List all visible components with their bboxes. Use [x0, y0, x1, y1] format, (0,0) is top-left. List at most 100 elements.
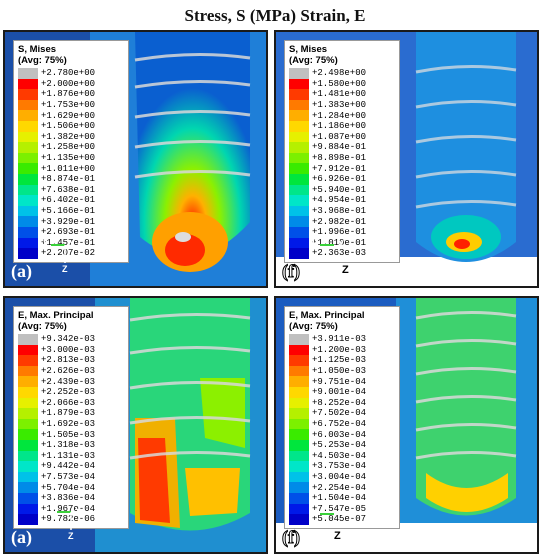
legend-swatch — [289, 68, 309, 79]
legend-swatch — [18, 173, 38, 185]
legend-swatch — [289, 355, 309, 366]
legend-swatch — [289, 163, 309, 174]
legend-swatch — [289, 216, 309, 227]
legend-row: +1.876e+00 — [18, 89, 124, 100]
legend-swatch — [289, 99, 309, 111]
legend-value: +6.926e-01 — [312, 174, 367, 185]
legend-row: +6.752e-04 — [289, 418, 395, 430]
legend-swatch — [289, 450, 309, 462]
axis-y-label: Y — [49, 506, 56, 516]
legend-value: +3.004e-04 — [312, 472, 367, 483]
legend-swatch — [18, 450, 38, 462]
legend-row: +1.879e-03 — [18, 408, 124, 419]
legend-row: +9.001e-04 — [289, 386, 395, 398]
legend-row: +5.704e-04 — [18, 482, 124, 493]
legend-row: +1.010e-01 — [289, 237, 395, 249]
panel-strain-f: E, Max. Principal (Avg: 75%) +3.911e-03 +… — [274, 296, 539, 554]
legend-title: E, Max. Principal — [18, 310, 94, 321]
legend-swatch — [289, 429, 309, 440]
axis-y-label: Y — [312, 508, 319, 518]
panel-stress-f: S, Mises (Avg: 75%) +2.498e+00 +1.580e+00… — [274, 30, 539, 288]
legend-title: E, Max. Principal — [289, 310, 365, 321]
legend-row: +1.135e+00 — [18, 152, 124, 164]
legend-swatch — [18, 408, 38, 419]
legend-swatch — [18, 334, 38, 345]
legend-swatch — [289, 344, 309, 356]
legend-row: +8.252e-04 — [289, 397, 395, 409]
legend-value: +9.782e-06 — [41, 514, 96, 525]
axis-x-label: X — [338, 239, 345, 249]
legend-row: +1.753e+00 — [18, 99, 124, 111]
legend-value: +7.547e-05 — [312, 503, 367, 514]
axis-z-label: Z — [68, 531, 74, 541]
axis-x-label: X — [69, 239, 76, 249]
color-legend: E, Max. Principal (Avg: 75%) +3.911e-03 +… — [284, 306, 400, 529]
legend-averaging: (Avg: 75%) — [289, 321, 338, 332]
legend-value: +1.135e+00 — [41, 153, 96, 164]
legend-swatch — [289, 142, 309, 153]
panel-label: (a) — [11, 527, 32, 547]
legend-swatch — [289, 173, 309, 185]
legend-swatch — [289, 89, 309, 100]
legend-value: +8.898e-01 — [312, 153, 367, 164]
legend-value: +1.505e-03 — [41, 429, 96, 440]
legend-value: +2.207e-02 — [41, 248, 96, 259]
legend-value: +9.751e-04 — [312, 376, 367, 387]
color-legend: S, Mises (Avg: 75%) +2.498e+00 +1.580e+00… — [284, 40, 400, 263]
panel-stress-a: S, Mises (Avg: 75%) +2.780e+00 +2.000e+00… — [3, 30, 268, 288]
legend-row: +1.318e-03 — [18, 439, 124, 451]
legend-row: +2.693e-01 — [18, 226, 124, 238]
legend-value: +1.125e-03 — [312, 355, 367, 366]
legend-row: +1.125e-03 — [289, 355, 395, 366]
legend-swatch — [18, 355, 38, 366]
legend-swatch — [18, 439, 38, 451]
legend-value: +2.780e+00 — [41, 68, 96, 79]
legend-value: +2.439e-03 — [41, 376, 96, 387]
legend-swatch — [289, 237, 309, 249]
legend-row: +2.982e-01 — [289, 216, 395, 227]
legend-value: +1.457e-01 — [41, 237, 96, 248]
axis-z-label: Z — [334, 530, 341, 542]
legend-value: +6.752e-04 — [312, 419, 367, 430]
legend-row: +7.638e-01 — [18, 184, 124, 196]
legend-row: +1.481e+00 — [289, 89, 395, 100]
legend-row: +5.253e-04 — [289, 439, 395, 451]
legend-value: +1.284e+00 — [312, 110, 367, 121]
legend-row: +1.131e-03 — [18, 450, 124, 462]
legend-swatch — [18, 503, 38, 515]
axis-x-label: X — [75, 506, 82, 516]
legend-swatch — [18, 365, 38, 377]
legend-value: +1.506e+00 — [41, 121, 96, 132]
legend-value: +1.258e+00 — [41, 142, 96, 153]
legend-swatch — [18, 386, 38, 398]
legend-swatch — [289, 376, 309, 387]
legend-value: +3.929e-01 — [41, 216, 96, 227]
legend-value: +3.753e-04 — [312, 461, 367, 472]
legend-value: +9.342e-03 — [41, 334, 96, 345]
legend-row: +2.626e-03 — [18, 365, 124, 377]
legend-row: +2.207e-02 — [18, 248, 124, 259]
legend-value: +7.638e-01 — [41, 184, 96, 195]
legend-value: +2.066e-03 — [41, 397, 96, 408]
legend-row: +1.382e+00 — [18, 131, 124, 143]
panel-label: (f) — [282, 527, 301, 548]
legend-swatch — [18, 429, 38, 440]
legend-value: +6.402e-01 — [41, 195, 96, 206]
legend-swatch — [18, 195, 38, 206]
legend-swatch — [18, 89, 38, 100]
legend-swatch — [18, 216, 38, 227]
legend-value: +5.166e-01 — [41, 206, 96, 217]
legend-row: +5.045e-07 — [289, 514, 395, 525]
legend-value: +1.087e+00 — [312, 131, 367, 142]
legend-row: +9.442e-04 — [18, 461, 124, 472]
legend-row: +9.751e-04 — [289, 376, 395, 387]
axis-triad: Y X — [312, 506, 354, 540]
legend-swatch — [289, 397, 309, 409]
legend-swatch — [18, 131, 38, 143]
legend-row: +1.284e+00 — [289, 110, 395, 121]
legend-swatch — [289, 184, 309, 196]
legend-swatch — [289, 503, 309, 515]
legend-value: +1.186e+00 — [312, 121, 367, 132]
legend-value: +3.836e-04 — [41, 493, 96, 504]
legend-value: +7.573e-04 — [41, 472, 96, 483]
